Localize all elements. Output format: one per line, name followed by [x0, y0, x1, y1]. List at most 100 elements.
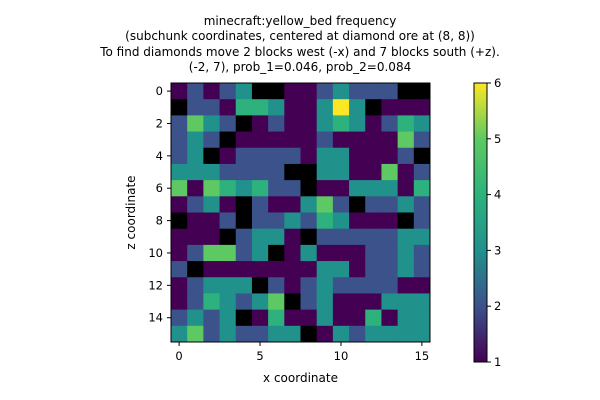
heatmap-cell — [219, 99, 237, 116]
heatmap-cell — [397, 293, 415, 311]
heatmap-cell — [413, 83, 431, 100]
heatmap-cell — [219, 228, 237, 246]
heatmap-cell — [203, 196, 220, 213]
heatmap-cell — [316, 277, 334, 294]
y-tick-label: 4 — [156, 149, 163, 163]
heatmap-cell — [171, 180, 188, 197]
y-tick-label: 6 — [156, 181, 163, 195]
heatmap-cell — [332, 244, 350, 262]
heatmap-cell — [381, 131, 399, 149]
heatmap-cell — [284, 196, 301, 213]
heatmap-cell — [332, 309, 350, 327]
heatmap-cell — [268, 261, 285, 278]
heatmap-cell — [365, 163, 382, 181]
heatmap-cell — [251, 277, 269, 294]
heatmap-cell — [171, 83, 188, 100]
heatmap-cell — [316, 180, 334, 197]
heatmap-cell — [187, 212, 204, 230]
heatmap-cell — [397, 131, 415, 149]
heatmap-cell — [187, 244, 204, 262]
x-axis-label: x coordinate — [263, 371, 338, 385]
heatmap-cell — [397, 147, 415, 165]
heatmap-cell — [187, 180, 204, 197]
heatmap-cell — [349, 83, 366, 100]
heatmap-cell — [349, 309, 366, 327]
heatmap-cell — [284, 180, 301, 197]
heatmap-cell — [381, 83, 399, 100]
heatmap-cell — [316, 325, 334, 343]
heatmap-cell — [300, 131, 318, 149]
heatmap-cell — [413, 163, 431, 181]
heatmap-cell — [268, 277, 285, 294]
heatmap-cell — [332, 325, 350, 343]
heatmap-cell — [381, 325, 399, 343]
heatmap-cell — [171, 131, 188, 149]
heatmap-cell — [251, 309, 269, 327]
heatmap-cell — [219, 293, 237, 311]
heatmap-cell — [365, 147, 382, 165]
heatmap-cell — [251, 115, 269, 132]
heatmap-cell — [187, 293, 204, 311]
heatmap-cell — [187, 115, 204, 132]
heatmap-cell — [268, 163, 285, 181]
heatmap-cell — [203, 212, 220, 230]
heatmap-cell — [171, 293, 188, 311]
heatmap-cell — [171, 261, 188, 278]
heatmap-cell — [203, 83, 220, 100]
heatmap-cell — [332, 147, 350, 165]
heatmap-cell — [187, 163, 204, 181]
heatmap-cell — [203, 147, 220, 165]
heatmap-cell — [203, 163, 220, 181]
heatmap-cell — [219, 163, 237, 181]
heatmap-cell — [235, 99, 253, 116]
heatmap-cell — [316, 163, 334, 181]
y-tick-label: 8 — [156, 214, 163, 228]
chart-title: minecraft:yellow_bed frequency (subchunk… — [99, 14, 500, 74]
heatmap-cell — [251, 131, 269, 149]
heatmap-cell — [300, 180, 318, 197]
heatmap-cell — [397, 99, 415, 116]
heatmap-cell — [187, 196, 204, 213]
heatmap-cell — [365, 277, 382, 294]
heatmap-cell — [397, 261, 415, 278]
heatmap-cell — [284, 277, 301, 294]
heatmap-cell — [365, 244, 382, 262]
heatmap-cell — [381, 212, 399, 230]
heatmap-cell — [397, 277, 415, 294]
heatmap-cell — [397, 244, 415, 262]
heatmap-cell — [316, 99, 334, 116]
x-tick-label: 5 — [256, 349, 263, 363]
plot-frame — [170, 82, 431, 343]
heatmap-cell — [381, 261, 399, 278]
heatmap-cell — [284, 99, 301, 116]
heatmap-cell — [349, 180, 366, 197]
heatmap-cell — [413, 212, 431, 230]
heatmap-cell — [219, 196, 237, 213]
heatmap-cell — [381, 244, 399, 262]
heatmap-cell — [332, 212, 350, 230]
heatmap-cell — [397, 212, 415, 230]
heatmap-cell — [332, 83, 350, 100]
heatmap-cell — [219, 180, 237, 197]
heatmap-cell — [251, 163, 269, 181]
heatmap-cell — [268, 131, 285, 149]
heatmap-cell — [268, 228, 285, 246]
colorbar-ticks: 1 2 3 4 5 6 — [487, 76, 501, 369]
heatmap-cell — [316, 147, 334, 165]
y-tick-label: 2 — [156, 116, 163, 130]
heatmap-cell — [219, 325, 237, 343]
heatmap-cell — [187, 309, 204, 327]
heatmap-cell — [268, 147, 285, 165]
heatmap-cell — [300, 228, 318, 246]
heatmap-cell — [381, 228, 399, 246]
heatmap-cell — [413, 293, 431, 311]
heatmap-cell — [235, 261, 253, 278]
heatmap-cell — [381, 99, 399, 116]
heatmap-cell — [235, 277, 253, 294]
heatmap-cell — [235, 131, 253, 149]
heatmap-cell — [316, 261, 334, 278]
heatmap-cell — [316, 212, 334, 230]
heatmap-cell — [316, 244, 334, 262]
heatmap-cell — [365, 325, 382, 343]
